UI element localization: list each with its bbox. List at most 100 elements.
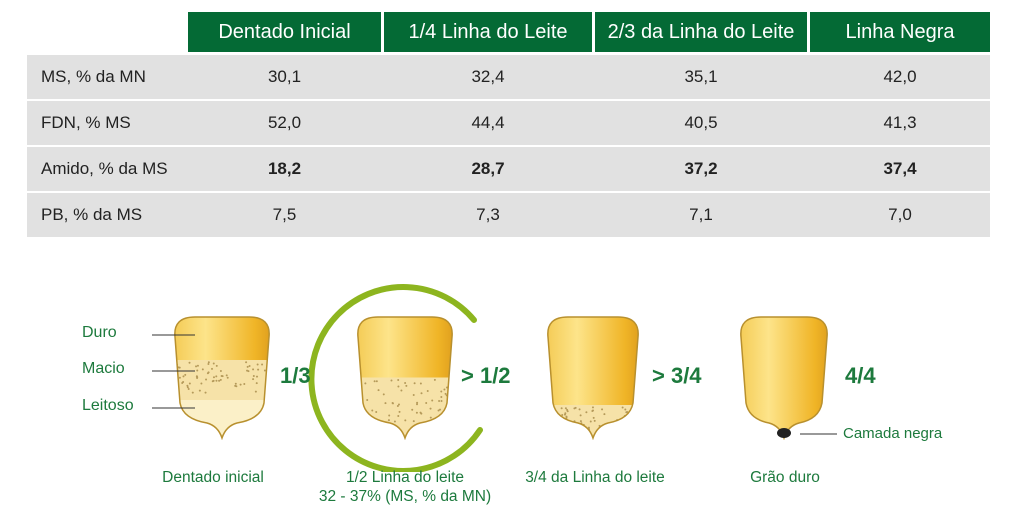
speckle [366,399,369,402]
speckle [431,399,434,402]
speckle [375,380,378,383]
column-header: Linha Negra [810,12,990,52]
speckle [566,421,569,424]
speckle [612,432,615,435]
table-cell: 37,2 [684,159,718,178]
speckle [234,382,237,385]
speckle [200,382,203,385]
table-cell: 30,1 [267,67,302,86]
table-cell: 37,4 [883,159,917,178]
table-cell: 7,3 [476,205,500,224]
speckle [364,382,367,385]
speckle [384,402,387,405]
speckle [560,424,563,427]
speckle [382,393,385,396]
highlight-ring [308,284,483,472]
speckle [207,371,210,374]
speckle [419,411,422,414]
speckle [254,390,257,393]
speckle [365,430,368,433]
speckle [420,392,423,395]
speckle [389,432,392,435]
column-header: 1/4 Linha do Leite [384,12,592,52]
speckle [624,408,627,411]
speckle [416,401,419,404]
speckle [255,375,258,378]
speckle [397,385,400,388]
speckle [566,410,569,413]
speckle [246,369,249,372]
speckle [574,427,577,430]
table-cell: 35,1 [684,67,718,86]
kernel-caption: 3/4 da Linha do leite [525,469,665,486]
speckle [405,384,408,387]
speckle [396,404,399,407]
speckle [186,384,189,387]
kernel-caption: 1/2 Linha do leite 32 - 37% (MS, % da MN… [295,468,515,506]
speckle [564,412,567,415]
speckle [397,403,400,406]
speckle [370,430,373,433]
speckle [211,380,214,383]
table-cell: 7,0 [888,205,912,224]
speckle [636,419,639,422]
speckle [433,378,436,381]
table-row: MS, % da MN 30,1 32,4 35,1 42,0 [27,55,990,99]
table-row: PB, % da MS 7,5 7,3 7,1 7,0 [27,193,990,237]
layer-label-duro: Duro [82,324,117,341]
speckle [555,417,558,420]
speckle [252,375,255,378]
speckle [415,411,418,414]
speckle [384,431,387,434]
speckle [361,423,364,426]
speckle [398,410,401,413]
table-cell: 7,1 [689,205,713,224]
speckle [621,421,624,424]
speckle [255,382,258,385]
speckle [578,408,581,411]
speckle [246,365,249,368]
speckle [592,416,595,419]
table-cell: 18,2 [267,159,302,178]
speckle [178,376,181,379]
speckle [633,431,636,434]
speckle [187,387,190,390]
speckle [252,378,255,381]
speckle [184,373,187,376]
speckle [565,426,568,429]
speckle [632,421,635,424]
speckle [561,413,564,416]
speckle [388,414,391,417]
speckle [239,383,242,386]
speckle [625,411,628,414]
speckle [551,426,554,429]
speckle [548,413,551,416]
speckle [620,431,623,434]
speckle [252,368,255,371]
table-row: Amido, % da MS 18,2 28,7 37,2 37,4 [27,147,990,191]
speckle [436,421,439,424]
speckle [603,413,606,416]
speckle [443,388,446,391]
row-label: FDN, % MS [41,113,131,132]
speckle [433,419,436,422]
speckle [391,402,394,405]
speckle [631,418,634,421]
black-layer-mark [777,428,791,438]
table-row: FDN, % MS 52,0 44,4 40,5 41,3 [27,101,990,145]
table-cell: 42,0 [883,67,917,86]
speckle [212,376,215,379]
kernel-tres-quartos [547,316,639,440]
black-layer-label: Camada negra [843,425,943,442]
milk-line-fraction: > 1/2 [461,363,511,388]
speckle [248,365,251,368]
speckle [622,427,625,430]
speckle [429,407,432,410]
speckle [215,379,218,382]
speckle [608,424,611,427]
speckle [195,365,198,368]
speckle [226,376,229,379]
speckle [585,411,588,414]
speckle [579,414,582,417]
speckle [215,375,218,378]
